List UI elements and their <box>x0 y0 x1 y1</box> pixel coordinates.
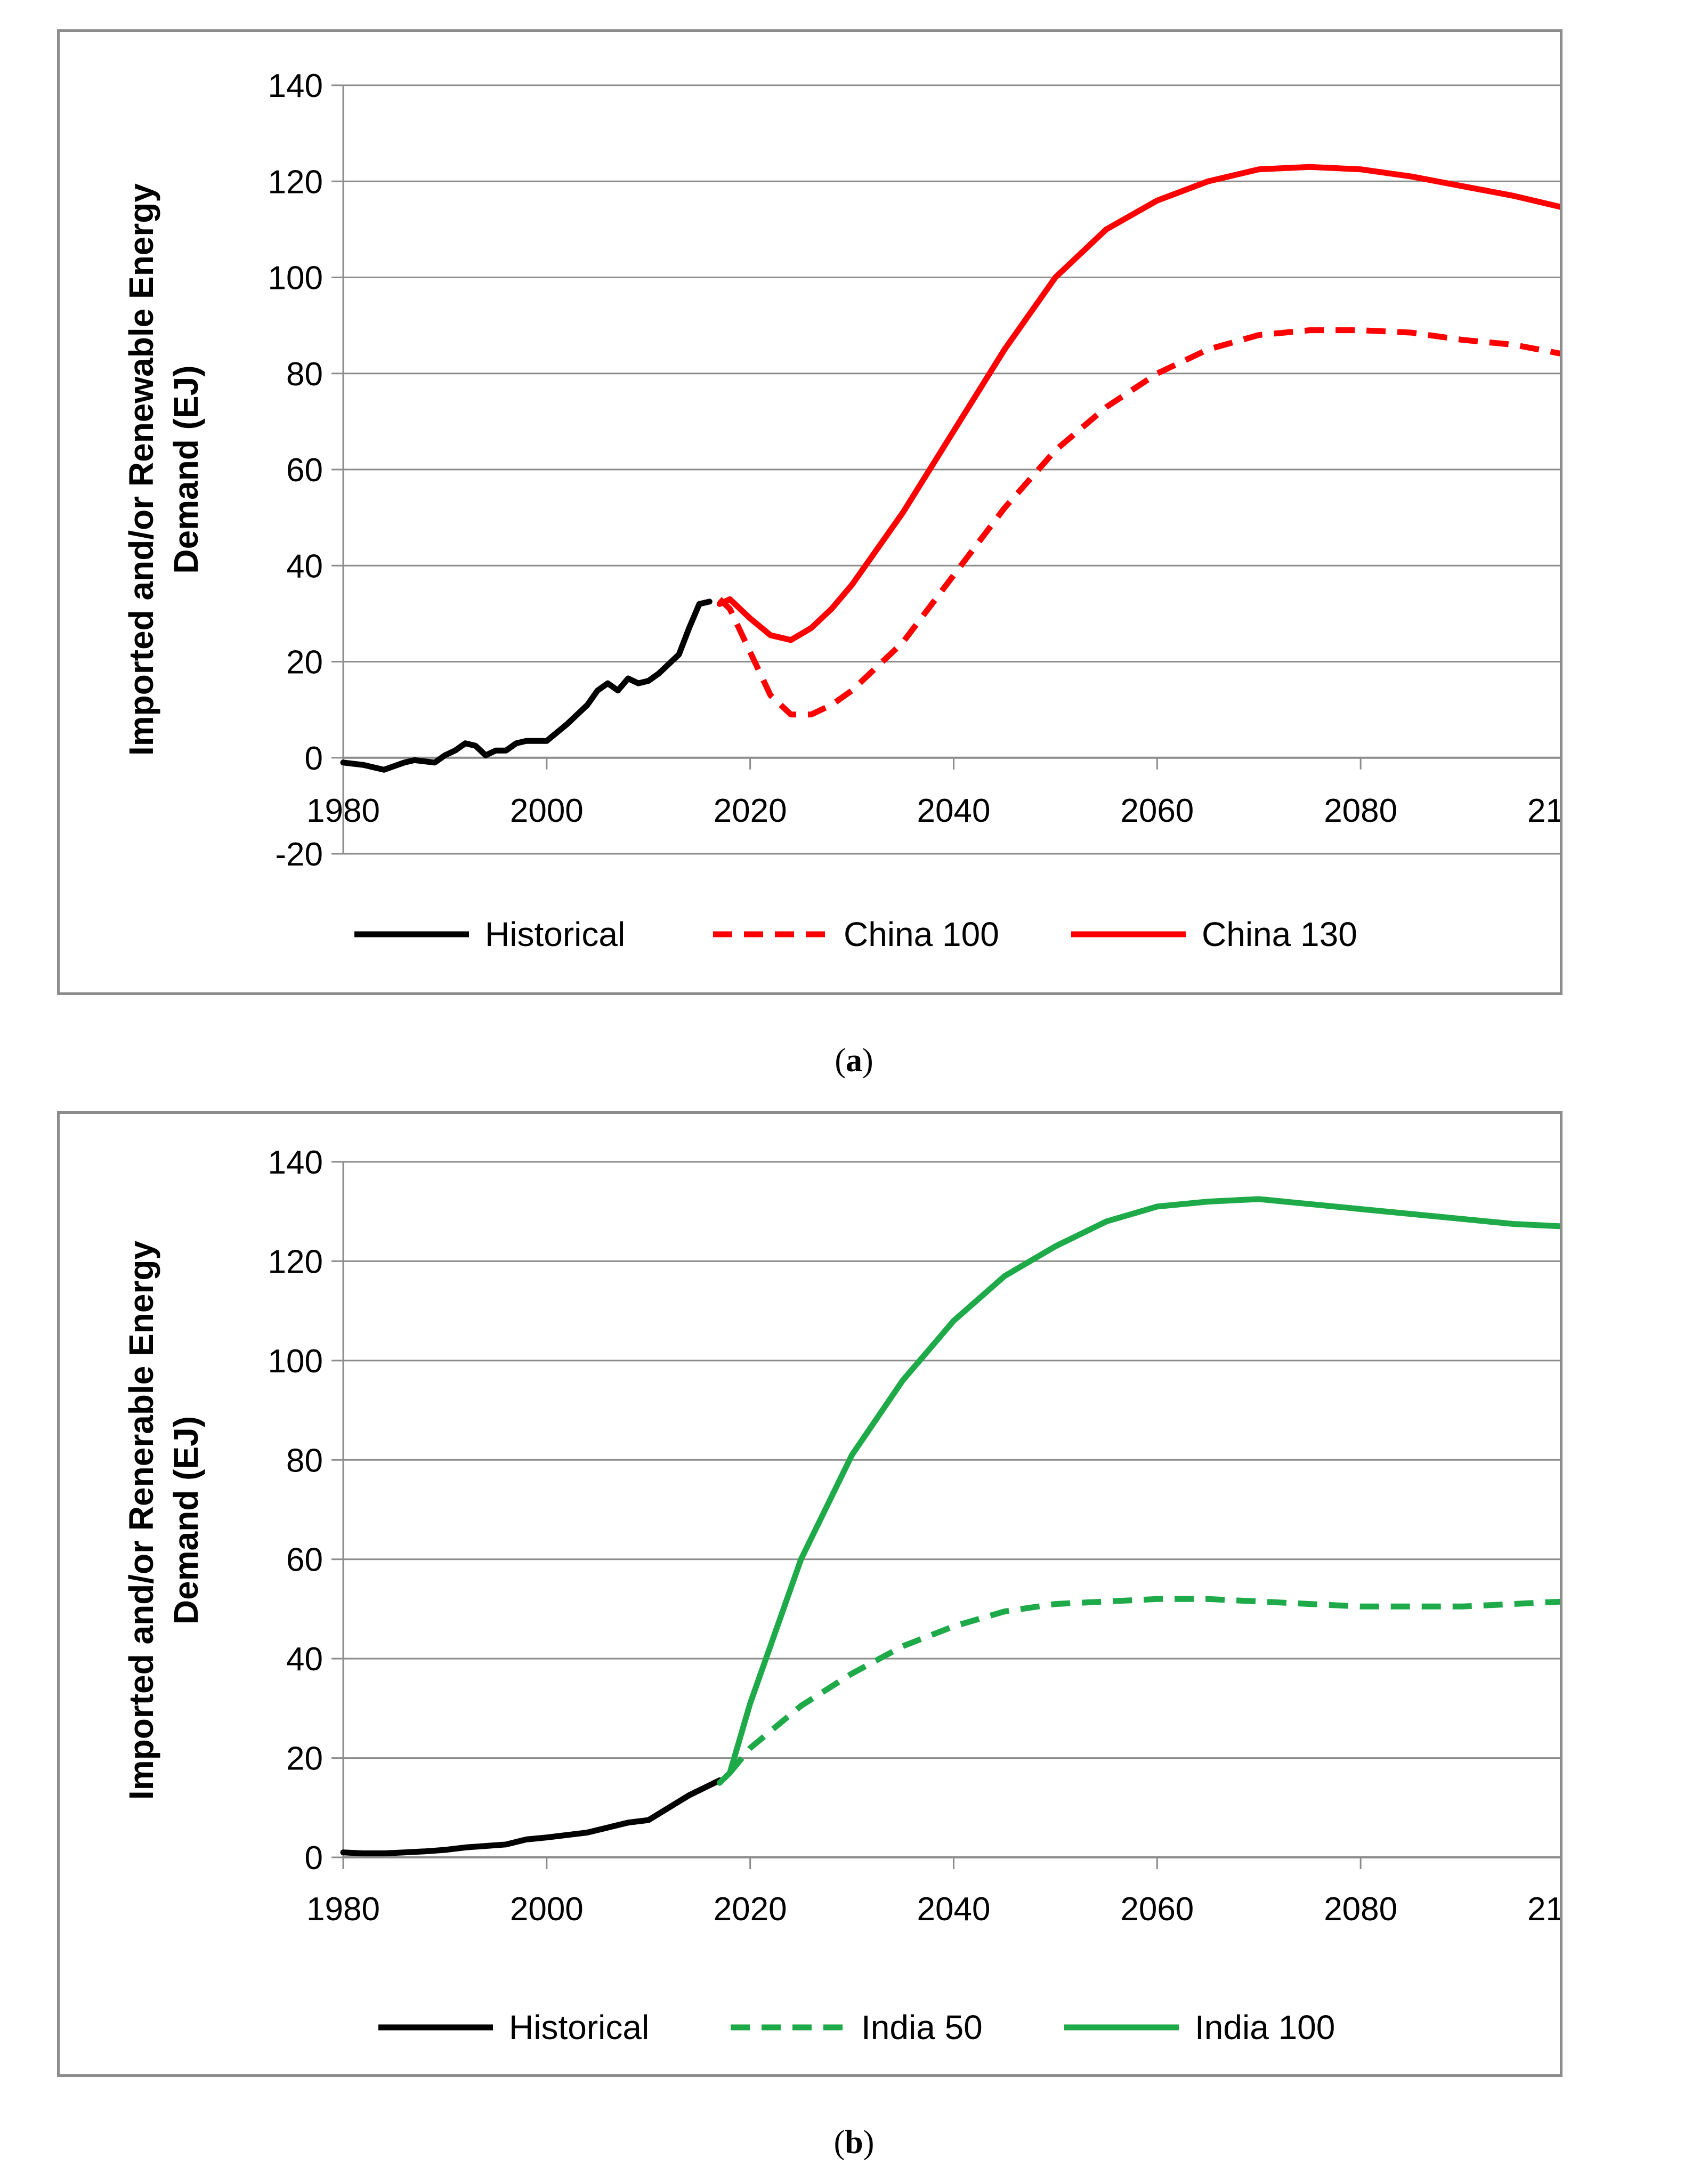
legend-label: India 50 <box>861 2008 983 2047</box>
series-line-india-50 <box>727 1596 1560 1775</box>
legend-label: China 130 <box>1202 915 1357 953</box>
y-tick-label: 140 <box>268 1144 323 1181</box>
legend-label: China 100 <box>844 915 999 953</box>
y-axis-label-line2: Demand (EJ) <box>167 365 205 573</box>
legend-label: Historical <box>509 2008 649 2047</box>
x-tick-label: 2000 <box>510 793 584 829</box>
x-tick-label: 1980 <box>306 1891 380 1928</box>
x-tick-label: 2040 <box>917 1891 991 1928</box>
y-tick-label: 140 <box>268 68 323 104</box>
legend-label: India 100 <box>1195 2008 1335 2047</box>
y-tick-label: 20 <box>286 1741 323 1777</box>
chart-panel-b: 0 20 40 60 80 100 120 140 1980 2000 2020 2040 2060 20… <box>57 1111 1563 2077</box>
chart-panel-a: -20 0 20 40 60 80 100 120 140 1980 2000 2020 2040 206… <box>57 29 1563 995</box>
y-axis-label: Imported and/or Renerable Energy Demand (… <box>122 1241 205 1800</box>
x-tick-label: 2020 <box>714 1891 787 1928</box>
y-tick-label: 0 <box>305 740 323 777</box>
legend-label: Historical <box>485 915 625 953</box>
y-tick-label: 100 <box>268 1343 323 1380</box>
y-tick-label: 40 <box>286 548 323 585</box>
y-tick-label: 20 <box>286 644 323 681</box>
y-axis-label: Imported and/or Renewable Energy Demand (… <box>122 183 205 756</box>
x-tick-label: 2060 <box>1120 1891 1194 1928</box>
caption-a: (a) <box>835 1042 873 1079</box>
x-tick-label: 2100 <box>1527 793 1560 829</box>
x-tick-label: 1980 <box>306 793 380 829</box>
series-line-india-100 <box>716 1196 1560 1786</box>
x-tick-label: 2040 <box>917 793 991 829</box>
y-axis-label-line1: Imported and/or Renerable Energy <box>122 1241 160 1800</box>
y-tick-label: 120 <box>268 164 323 200</box>
x-tick-label: 2080 <box>1324 793 1397 829</box>
x-tick-label: 2100 <box>1527 1891 1560 1928</box>
x-tick-label: 2060 <box>1120 793 1194 829</box>
x-tick-label: 2000 <box>510 1891 584 1928</box>
y-axis-label-line2: Demand (EJ) <box>167 1416 205 1624</box>
x-tick-label: 2020 <box>714 793 787 829</box>
caption-b: (b) <box>833 2124 875 2161</box>
series-line-china-100 <box>717 327 1560 718</box>
y-tick-label: 80 <box>286 356 323 393</box>
y-axis-label-line1: Imported and/or Renewable Energy <box>122 183 160 756</box>
series-line-historical <box>340 599 713 773</box>
y-tick-label: 120 <box>268 1243 323 1280</box>
y-tick-label: -20 <box>275 836 323 873</box>
y-tick-label: 0 <box>305 1840 323 1877</box>
series-line-historical <box>340 1777 723 1856</box>
x-tick-label: 2080 <box>1324 1891 1397 1928</box>
y-tick-label: 40 <box>286 1641 323 1678</box>
y-tick-label: 100 <box>268 260 323 297</box>
y-tick-label: 60 <box>286 452 323 489</box>
series-line-china-130 <box>716 164 1560 643</box>
caption-b-label: b <box>845 2124 863 2161</box>
y-tick-label: 80 <box>286 1442 323 1479</box>
y-tick-label: 60 <box>286 1542 323 1579</box>
caption-a-label: a <box>846 1042 862 1079</box>
